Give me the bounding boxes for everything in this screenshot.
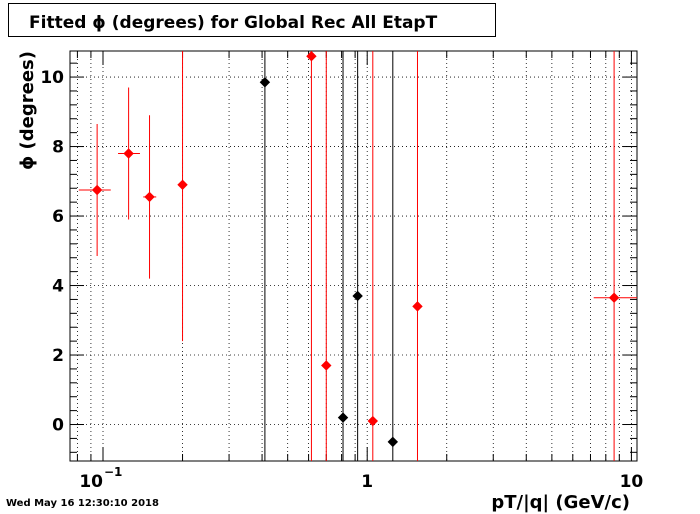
date-stamp: Wed May 16 12:30:10 2018 [6, 498, 159, 509]
x-axis-label: pT/|q| (GeV/c) [491, 492, 630, 513]
plot-frame-bg [70, 51, 637, 461]
data-point [412, 301, 423, 312]
data-point [608, 292, 620, 303]
data-point [367, 415, 379, 427]
y-tick-label: 2 [52, 346, 64, 366]
y-axis-label: ϕ (degrees) [17, 51, 38, 170]
chart-title-box: Fitted ϕ (degrees) for Global Rec All Et… [8, 3, 496, 37]
data-point [259, 77, 271, 88]
data-point [321, 360, 332, 371]
data-point [177, 179, 188, 190]
data-point [352, 290, 363, 302]
data-point [123, 148, 134, 159]
data-point [337, 412, 349, 423]
y-tick-label: 4 [52, 277, 64, 297]
data-point [91, 184, 103, 196]
x-tick-label: 10 [620, 472, 644, 492]
y-tick-label: 6 [52, 207, 64, 227]
data-point [306, 51, 317, 62]
y-tick-label: 8 [52, 138, 64, 158]
y-tick-label: 0 [52, 416, 64, 436]
x-tick-label: 1 [361, 472, 373, 492]
x-tick-label-exponent: −1 [104, 465, 122, 479]
y-tick-label: 10 [40, 68, 64, 88]
data-point [387, 436, 399, 448]
chart-title: Fitted ϕ (degrees) for Global Rec All Et… [29, 13, 438, 33]
axes-frame [69, 50, 638, 462]
data-point [144, 191, 155, 203]
x-tick-label: 10 [79, 472, 103, 492]
